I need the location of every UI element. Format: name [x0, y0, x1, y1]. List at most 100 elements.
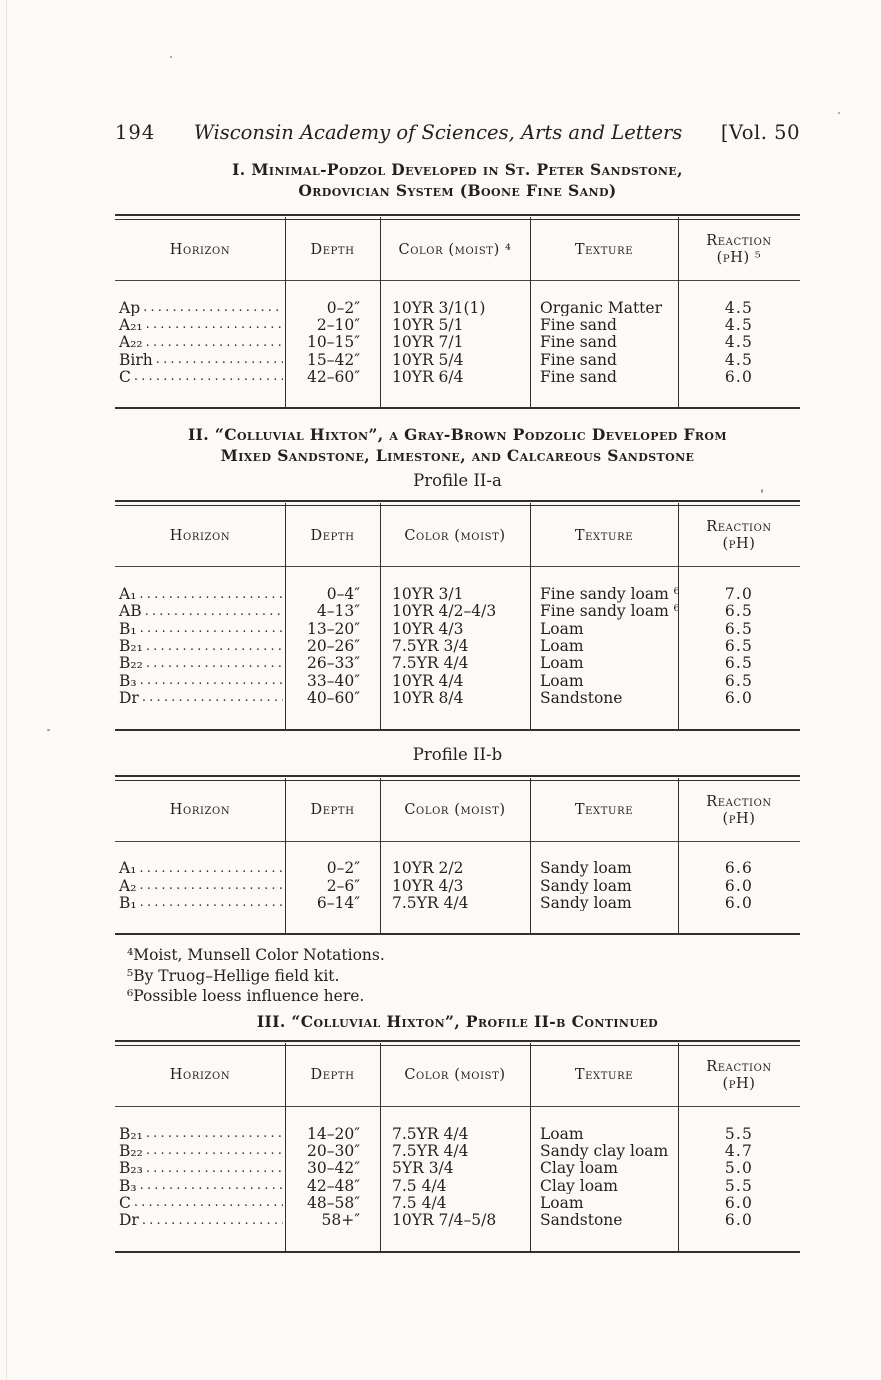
column-divider: [380, 1042, 381, 1251]
table-row: B₂₃.....................................…: [115, 1160, 800, 1177]
table-cell: 10YR 5/4: [392, 350, 464, 369]
column-header: Depth: [310, 527, 355, 544]
table-cell: 10–15″: [307, 333, 360, 351]
table-row: A₂......................................…: [115, 877, 800, 894]
table-cell: 10YR 5/1: [392, 316, 464, 334]
table-row: B₂₁.....................................…: [115, 1125, 800, 1142]
table-cell: 10YR 4/2–4/3: [392, 602, 497, 621]
table-cell: 7.5YR 4/4: [392, 654, 469, 672]
table-cell: 4–13″: [316, 602, 360, 621]
caption-line: Ordovician System (Boone Fine Sand): [298, 181, 617, 200]
dot-leader: ........................................…: [139, 860, 283, 876]
table-cell: 48–58″: [307, 1194, 360, 1212]
column-header: Reaction (pH) ⁵: [706, 233, 772, 266]
table-cell: 6.5: [724, 637, 754, 655]
column-header: Horizon: [169, 241, 231, 258]
column-header: Reaction (pH): [706, 793, 772, 827]
dot-leader: ........................................…: [145, 655, 283, 671]
table-cell: 4.5: [724, 350, 754, 369]
table-cell: 6.5: [724, 671, 754, 690]
page-number: 194: [115, 121, 156, 144]
table-cell: 15–42″: [307, 350, 360, 369]
table-row: Birh....................................…: [115, 351, 800, 368]
dot-leader: ........................................…: [144, 603, 283, 619]
table2-caption: II. “Colluvial Hixton”, a Gray-Brown Pod…: [115, 424, 800, 466]
dot-leader: ........................................…: [139, 1177, 283, 1193]
column-divider: [285, 1042, 286, 1251]
column-header: Color (moist): [404, 802, 506, 819]
table-row: B₃......................................…: [115, 1177, 800, 1194]
dot-leader: ........................................…: [145, 317, 283, 333]
table-cell: A₁......................................…: [115, 585, 285, 602]
dot-leader: ........................................…: [139, 586, 283, 602]
table-cell: A₂......................................…: [115, 877, 285, 894]
table-cell: 6.5: [724, 654, 754, 672]
column-header: Depth: [310, 1067, 355, 1084]
table-cell: Loam: [540, 654, 584, 672]
table-cell: 10YR 3/1: [392, 585, 464, 603]
footnotes: ⁴Moist, Munsell Color Notations. ⁵By Tru…: [127, 945, 800, 1007]
table-cell: 2–6″: [326, 876, 360, 895]
column-divider: [530, 503, 531, 729]
table-cell: Sandstone: [540, 1211, 623, 1229]
table-row: A₁......................................…: [115, 585, 800, 602]
dot-leader: ........................................…: [139, 673, 283, 689]
column-header: Color (moist) ⁴: [398, 241, 512, 258]
table-cell: 7.5YR 4/4: [392, 894, 469, 912]
table-cell: Loam: [540, 1124, 584, 1143]
table-cell: Fine sandy loam ⁶: [540, 585, 678, 603]
table-cell: 7.0: [724, 585, 754, 603]
table-cell: 6.6: [724, 859, 754, 877]
table3-caption: III. “Colluvial Hixton”, Profile II-b Co…: [115, 1011, 800, 1032]
table-cell: B₂₃.....................................…: [115, 1160, 285, 1177]
dot-leader: ........................................…: [145, 1126, 283, 1142]
dot-leader: ........................................…: [139, 878, 283, 893]
dot-leader: ........................................…: [141, 690, 283, 706]
table-cell: 10YR 7/4–5/8: [392, 1211, 497, 1229]
column-header: Depth: [310, 241, 355, 258]
table-row: AB......................................…: [115, 603, 800, 620]
footnote-6: ⁶Possible loess influence here.: [127, 987, 365, 1006]
table-row: B₁......................................…: [115, 620, 800, 637]
table-cell: Fine sand: [540, 316, 617, 334]
column-divider: [380, 503, 381, 729]
table-cell: 13–20″: [307, 620, 360, 638]
table-cell: A₂₂.....................................…: [115, 334, 285, 351]
column-header: Depth: [310, 802, 355, 819]
dot-leader: ........................................…: [145, 1160, 283, 1176]
table-cell: Ap......................................…: [119, 299, 283, 317]
table-cell: 10YR 4/3: [392, 876, 464, 895]
dot-leader: ........................................…: [133, 1195, 283, 1211]
table-cell: 6.0: [724, 1211, 754, 1229]
table-row: Ap......................................…: [115, 299, 800, 316]
caption-line: III. “Colluvial Hixton”, Profile II-b Co…: [256, 1011, 659, 1031]
table-cell: 6.5: [724, 602, 754, 621]
caption-line: Mixed Sandstone, Limestone, and Calcareo…: [220, 446, 695, 466]
table-cell: 6.0: [724, 368, 754, 386]
table-cell: 10YR 6/4: [392, 368, 464, 386]
table-cell: 10YR 2/2: [392, 859, 464, 877]
table-cell: 6.0: [724, 689, 754, 707]
table1-caption: I. Minimal-Podzol Developed in St. Peter…: [115, 159, 800, 201]
table-cell: 2–10″: [316, 316, 360, 334]
table-cell: 4.5: [724, 299, 754, 317]
table-row: A₂₂.....................................…: [115, 334, 800, 351]
table-cell: Fine sand: [540, 368, 617, 386]
table-cell: 42–48″: [307, 1176, 360, 1195]
table-cell: 10YR 4/3: [392, 620, 464, 638]
table-minimal-podzol: Horizon Depth Color (moist) ⁴ Texture Reacti…: [115, 214, 800, 410]
volume-label: [Vol. 50: [720, 121, 800, 144]
column-header: Texture: [574, 802, 634, 819]
table-cell: C.......................................…: [115, 1194, 285, 1211]
table-cell: Clay loam: [540, 1176, 618, 1195]
column-header: Horizon: [169, 1067, 231, 1084]
column-divider: [678, 777, 679, 934]
table-cell: 7.5YR 4/4: [392, 1142, 469, 1160]
table-cell: 5YR 3/4: [392, 1159, 454, 1177]
scan-speckle: [170, 56, 172, 58]
scan-speckle: [47, 729, 50, 731]
table-cell: 6.0: [724, 894, 754, 912]
table-cell: 7.5YR 4/4: [392, 1124, 469, 1143]
column-header: Texture: [574, 241, 634, 258]
table-cell: 10YR 4/4: [392, 671, 464, 690]
